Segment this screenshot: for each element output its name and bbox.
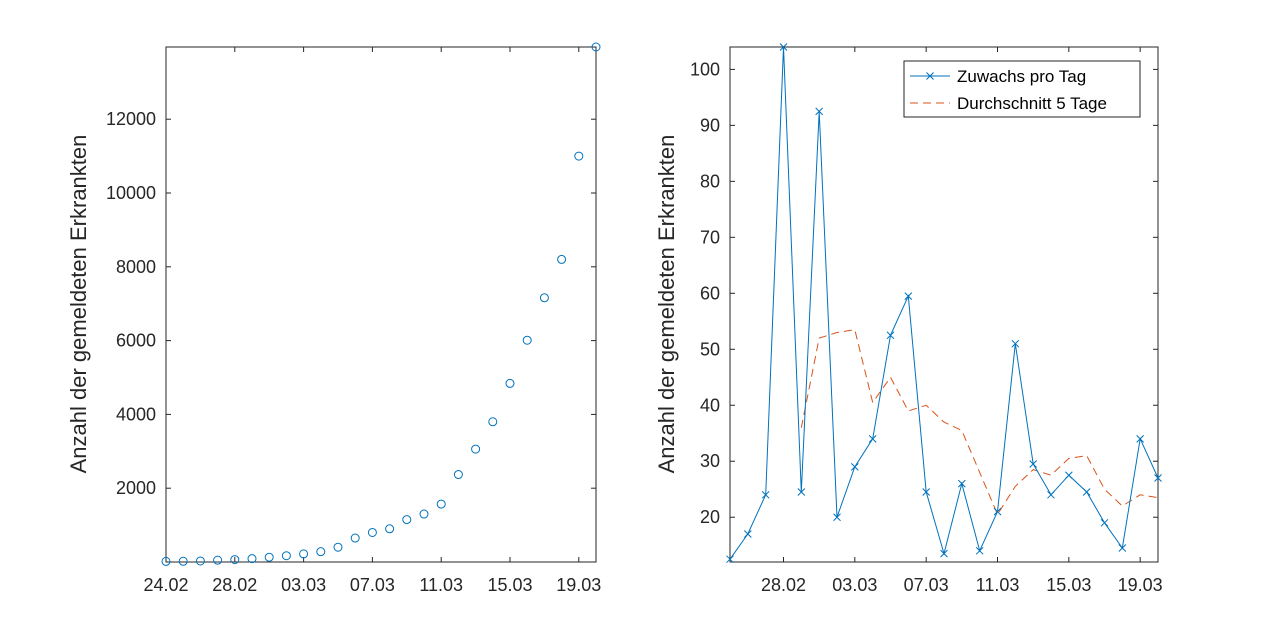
data-point-x-marker: [940, 549, 948, 558]
data-point-x-marker: [761, 490, 770, 499]
right-x-tick-label: 03.03: [832, 575, 877, 595]
data-point-circle: [591, 42, 601, 52]
right-y-tick-label: 20: [700, 507, 720, 527]
data-point-x-marker: [1082, 488, 1091, 496]
left-x-tick-label: 19.03: [556, 575, 601, 595]
right-y-tick-label: 70: [700, 227, 720, 247]
data-point-circle: [213, 555, 223, 565]
data-point-x-marker: [1136, 434, 1145, 443]
left-y-tick-label: 12000: [106, 109, 156, 129]
data-point-x-marker: [922, 488, 931, 496]
right-y-tick-label: 40: [700, 395, 720, 415]
legend-label-durchschnitt: Durchschnitt 5 Tage: [957, 94, 1107, 113]
left-y-tick-label: 6000: [116, 331, 156, 351]
data-point-x-marker: [904, 292, 913, 300]
data-point-x-marker: [886, 331, 895, 340]
y-axis-label-right: Anzahl der gemeldeten Erkrankten: [654, 135, 679, 474]
data-point-x-marker: [1029, 460, 1038, 468]
left-x-tick-label: 03.03: [281, 575, 326, 595]
left-y-tick-label: 4000: [116, 404, 156, 424]
data-point-x-marker: [779, 43, 788, 51]
data-point-x-marker: [815, 107, 824, 116]
series-right: [726, 43, 1162, 564]
data-point-circle: [539, 293, 549, 303]
data-point-x-marker: [850, 462, 859, 471]
series-line-zuwachs-pro-tag: [729, 46, 1159, 560]
right-x-tick-label: 28.02: [761, 575, 806, 595]
data-point-circle: [402, 515, 412, 525]
legend-x-marker: [926, 72, 934, 80]
data-point-circle: [385, 524, 395, 534]
left-x-tick-label: 24.02: [143, 575, 188, 595]
data-point-circle: [350, 533, 360, 543]
data-point-x-marker: [1011, 339, 1020, 348]
right-y-tick-label: 30: [700, 451, 720, 471]
data-point-circle: [230, 555, 240, 565]
data-point-x-marker: [1064, 471, 1073, 480]
right-x-tick-label: 11.03: [976, 575, 1020, 595]
right-x-tick-label: 07.03: [904, 575, 949, 595]
data-point-circle: [161, 556, 171, 566]
data-point-x-marker: [726, 555, 734, 564]
data-point-circle: [488, 417, 498, 427]
data-point-circle: [471, 444, 481, 454]
ticks-right: 28.02 03.03 07.03 11.03 15.03 19.03 20 30 40 50 60…: [690, 47, 1163, 595]
right-y-tick-label: 50: [700, 339, 720, 359]
left-x-tick-label: 15.03: [487, 575, 532, 595]
data-point-circle: [419, 509, 429, 519]
right-x-tick-label: 15.03: [1046, 575, 1091, 595]
data-point-circle: [333, 542, 343, 552]
left-y-tick-label: 2000: [116, 478, 156, 498]
legend: Zuwachs pro Tag Durchschnitt 5 Tage: [903, 60, 1141, 118]
left-x-tick-label: 07.03: [350, 575, 395, 595]
legend-label-zuwachs: Zuwachs pro Tag: [957, 67, 1086, 86]
data-point-circle: [195, 556, 205, 566]
right-y-tick-label: 100: [690, 59, 720, 79]
data-point-circle: [453, 470, 463, 480]
chart-daily-increase: Anzahl der gemeldeten Erkrankten 28.02 03…: [654, 43, 1163, 595]
data-point-x-marker: [1100, 518, 1109, 527]
right-x-tick-label: 19.03: [1118, 575, 1163, 595]
data-point-x-marker: [975, 546, 984, 555]
right-y-tick-label: 60: [700, 283, 720, 303]
markers-left: [161, 42, 601, 566]
data-point-circle: [281, 551, 291, 561]
data-point-circle: [247, 554, 257, 564]
data-point-x-marker: [797, 488, 806, 496]
legend-box: [903, 60, 1141, 118]
y-axis-label-left: Anzahl der gemeldeten Erkrankten: [66, 135, 91, 474]
data-point-x-marker: [868, 434, 877, 443]
plot-frame-right: [729, 46, 1159, 563]
ticks-left: 24.02 28.02 03.03 07.03 11.03 15.03 19.03 2000 4…: [106, 47, 601, 595]
data-point-x-marker: [993, 507, 1002, 516]
left-x-tick-label: 28.02: [212, 575, 257, 595]
data-point-x-marker: [957, 479, 966, 488]
data-point-circle: [505, 378, 515, 388]
data-point-circle: [316, 547, 326, 557]
left-y-tick-label: 10000: [106, 183, 156, 203]
data-point-x-marker: [1154, 474, 1162, 482]
data-point-circle: [574, 151, 584, 161]
series-line-durchschnitt-5-tage: [800, 329, 1159, 516]
data-point-x-marker: [1118, 544, 1127, 552]
data-point-circle: [178, 556, 188, 566]
left-y-tick-label: 8000: [116, 257, 156, 277]
data-point-circle: [522, 335, 532, 345]
data-point-x-marker: [1047, 490, 1055, 499]
data-point-circle: [436, 499, 446, 509]
data-point-circle: [367, 527, 377, 537]
right-y-tick-label: 80: [700, 171, 720, 191]
data-point-circle: [264, 552, 274, 562]
chart-cumulative-cases: Anzahl der gemeldeten Erkrankten 24.02 28…: [66, 42, 601, 595]
data-point-x-marker: [743, 530, 752, 538]
data-point-circle: [557, 254, 567, 264]
data-point-circle: [299, 549, 309, 559]
data-point-x-marker: [833, 513, 841, 522]
right-y-tick-label: 90: [700, 115, 720, 135]
plot-frame-left: [165, 46, 597, 563]
left-x-tick-label: 11.03: [419, 575, 463, 595]
